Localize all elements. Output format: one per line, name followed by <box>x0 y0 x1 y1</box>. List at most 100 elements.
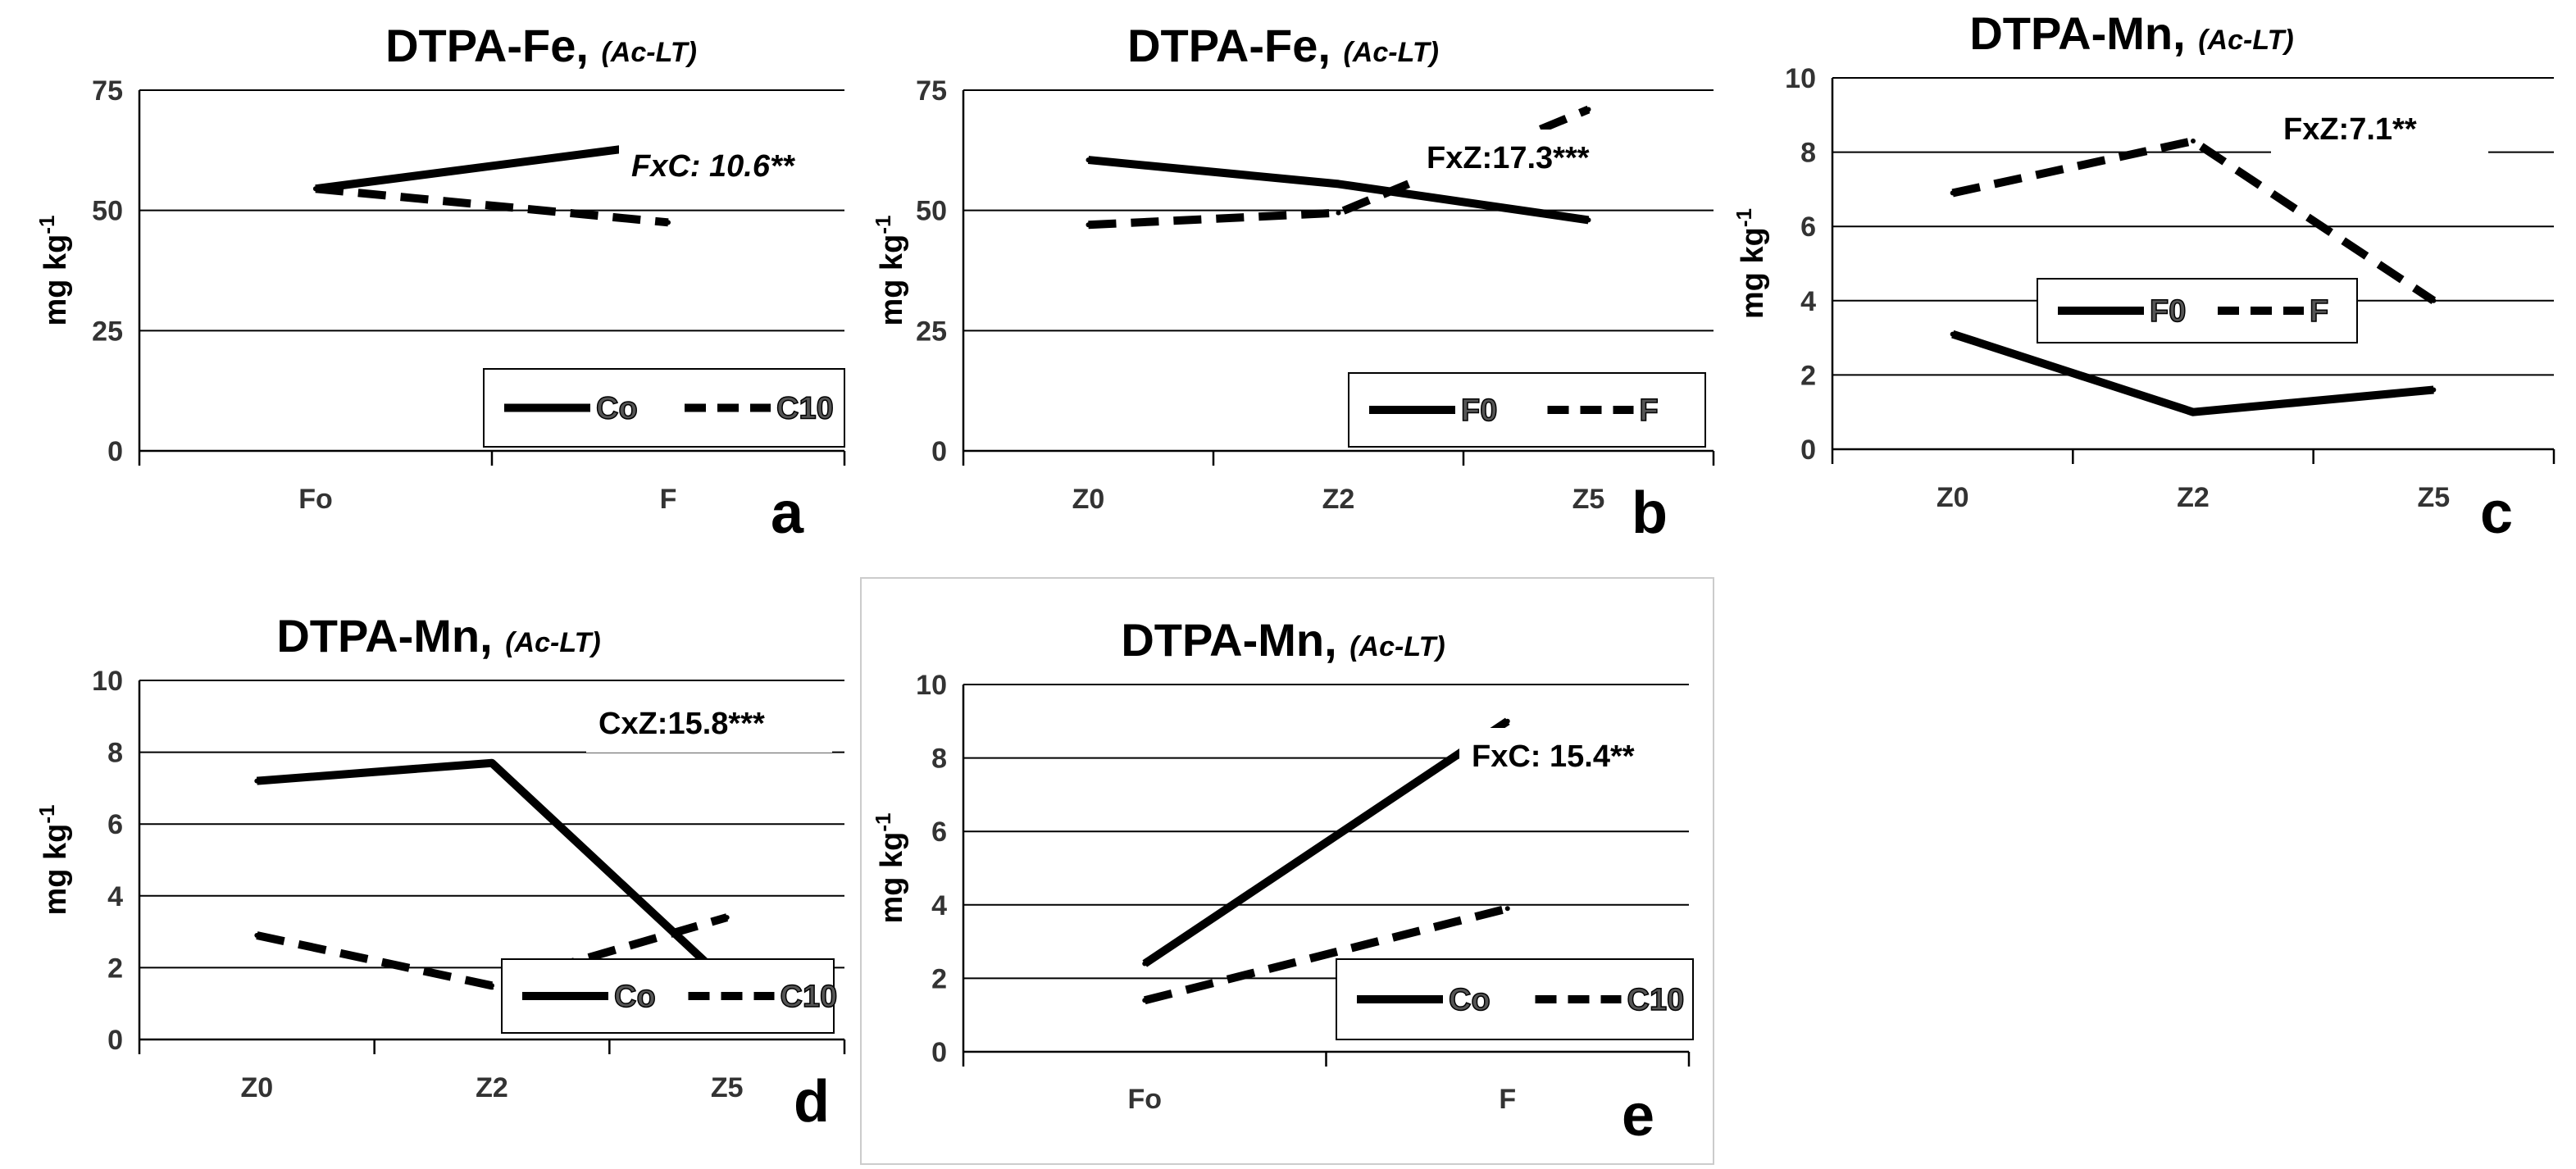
y-tick-label: 50 <box>916 196 947 227</box>
chart-panel-c: 0 2 4 6 8 10 Z0 Z2 Z5 mg kg-1 DTPA-Mn, (Ac-LT) FxZ:… <box>1732 7 2556 546</box>
panel-letter: c <box>2480 480 2513 546</box>
y-tick-label: 75 <box>916 75 947 107</box>
chart-title-sub: (Ac-LT) <box>1349 631 1445 662</box>
y-tick-label: 6 <box>107 809 123 840</box>
series-line-c10 <box>1144 904 1509 1005</box>
y-tick-label: 0 <box>931 1037 947 1068</box>
data-point <box>2191 139 2196 144</box>
y-axis-label: mg kg-1 <box>871 812 909 923</box>
panel-letter: e <box>1622 1083 1654 1149</box>
x-tick-label: F <box>1499 1084 1516 1115</box>
y-tick-label: 2 <box>1800 360 1816 391</box>
chart-title: DTPA-Fe, (Ac-LT) <box>1127 20 1439 71</box>
panel-letter: a <box>771 480 804 546</box>
x-tick-label: Z2 <box>476 1072 508 1103</box>
stat-annotation: FxC: 10.6** <box>631 149 796 184</box>
data-point <box>2431 298 2437 303</box>
chart-title-sub: (Ac-LT) <box>1343 37 1438 68</box>
y-tick-label: 0 <box>931 436 947 467</box>
chart-panel-b: 0 25 50 75 Z0 Z2 Z5 mg kg-1 DTPA-Fe, (Ac-LT) FxZ:… <box>871 20 1715 546</box>
data-point <box>1950 190 1955 196</box>
y-tick-label: 2 <box>931 963 947 994</box>
data-point <box>254 932 260 938</box>
y-tick-label: 4 <box>931 890 947 921</box>
series-line-co <box>315 139 669 193</box>
annotation-background <box>619 135 853 193</box>
data-point <box>666 220 671 225</box>
y-axis-label-superscript: -1 <box>1732 208 1756 227</box>
data-point <box>2431 387 2437 393</box>
panel-letter: d <box>794 1069 830 1135</box>
x-tick-label: Z0 <box>1937 482 1969 513</box>
y-tick-label: 75 <box>92 75 123 107</box>
y-axis-label: mg kg-1 <box>871 215 909 325</box>
data-point <box>1504 906 1510 912</box>
legend-label: C10 <box>781 980 838 1014</box>
x-tick-label: Fo <box>298 484 333 515</box>
data-point <box>1586 107 1591 112</box>
legend: Co C10 <box>1336 958 1694 1040</box>
data-point <box>254 778 260 784</box>
y-tick-label: 4 <box>107 881 123 912</box>
y-axis-label-superscript: -1 <box>34 215 59 234</box>
y-axis-label: mg kg-1 <box>34 804 73 915</box>
legend-label: Co <box>596 392 638 426</box>
legend-label: F <box>2310 294 2328 329</box>
data-point <box>313 186 318 192</box>
panel-letter: b <box>1632 480 1668 546</box>
annotation-background <box>2271 100 2488 157</box>
y-tick-label: 8 <box>931 744 947 775</box>
x-tick-label: Z5 <box>711 1072 744 1103</box>
data-point <box>1085 157 1091 163</box>
data-point <box>1950 331 1955 337</box>
y-tick-label: 10 <box>916 670 947 701</box>
legend: Co C10 <box>483 368 845 448</box>
y-tick-label: 8 <box>1800 138 1816 169</box>
chart-title: DTPA-Mn, (Ac-LT) <box>1121 614 1445 666</box>
y-tick-label: 0 <box>107 436 123 467</box>
stat-annotation: FxZ:17.3*** <box>1427 141 1590 175</box>
chart-title-sub: (Ac-LT) <box>2198 25 2293 56</box>
y-tick-label: 0 <box>1800 434 1816 466</box>
series-line-c10 <box>315 184 669 227</box>
y-axis-label-superscript: -1 <box>871 215 895 234</box>
panel-e-frame <box>860 577 1714 1165</box>
x-tick-label: Z2 <box>2177 482 2210 513</box>
data-point <box>1142 961 1148 967</box>
series-line-f0 <box>1951 330 2434 416</box>
data-point <box>2191 409 2196 415</box>
chart-title: DTPA-Fe, (Ac-LT) <box>385 20 697 71</box>
legend-label: F <box>1640 393 1659 428</box>
x-tick-label: Z0 <box>240 1072 273 1103</box>
x-tick-label: Z5 <box>1572 484 1605 515</box>
y-tick-label: 25 <box>916 316 947 347</box>
y-tick-label: 50 <box>92 196 123 227</box>
y-tick-label: 6 <box>931 816 947 848</box>
y-tick-label: 8 <box>107 738 123 769</box>
legend-label: C10 <box>1627 983 1685 1017</box>
series-line-co <box>256 758 730 985</box>
y-axis-label: mg kg-1 <box>1732 208 1770 319</box>
y-axis-label-superscript: -1 <box>871 812 895 831</box>
y-tick-label: 10 <box>92 666 123 697</box>
data-point <box>1336 181 1341 187</box>
data-point <box>1142 998 1148 1003</box>
y-tick-label: 0 <box>107 1025 123 1056</box>
x-tick-label: F <box>660 484 677 515</box>
x-tick-label: Fo <box>1127 1084 1162 1115</box>
y-axis-label-superscript: -1 <box>34 804 59 823</box>
series-line-co <box>1142 717 1510 967</box>
legend-box <box>1348 372 1706 448</box>
series-line-f <box>1951 137 2437 304</box>
legend: F0 F <box>1348 372 1706 448</box>
chart-title-sub: (Ac-LT) <box>505 627 600 658</box>
chart-title-sub: (Ac-LT) <box>601 37 696 68</box>
data-point <box>1085 222 1091 228</box>
y-tick-label: 4 <box>1800 286 1816 317</box>
stat-annotation: FxC: 15.4** <box>1472 739 1635 774</box>
data-point <box>1336 210 1341 216</box>
legend-label: F0 <box>2150 294 2186 329</box>
chart-panel-a: 0 25 50 75 Fo Fmg kg-1 DTPA-Fe, (Ac-LT) FxC: 10… <box>34 20 853 546</box>
y-axis-label: mg kg-1 <box>34 215 73 325</box>
